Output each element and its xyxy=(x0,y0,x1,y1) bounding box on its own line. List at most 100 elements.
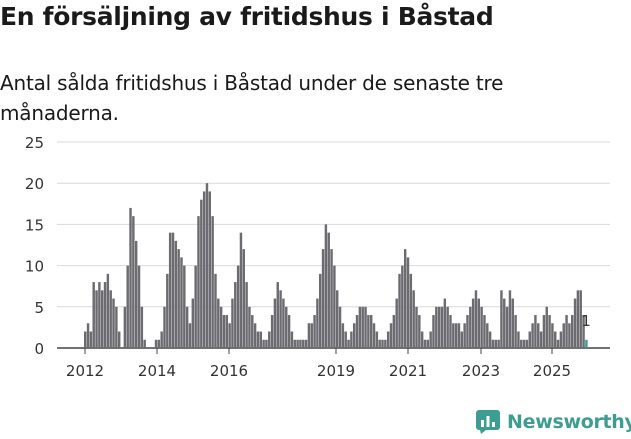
bar xyxy=(140,306,144,348)
bar xyxy=(480,306,483,348)
bar xyxy=(194,265,197,348)
bar xyxy=(435,306,438,348)
bar xyxy=(316,298,319,348)
bar xyxy=(392,315,396,348)
y-axis-ticks: 0 5 10 15 20 25 xyxy=(25,134,44,358)
bar xyxy=(369,315,373,348)
bar xyxy=(491,339,495,348)
bar xyxy=(180,257,183,348)
bar xyxy=(219,306,223,348)
bar xyxy=(336,290,339,348)
bar xyxy=(486,323,489,348)
bar xyxy=(324,224,328,348)
bar xyxy=(350,331,353,348)
bar xyxy=(378,339,381,348)
bar xyxy=(205,183,209,348)
bar xyxy=(293,339,296,348)
bar xyxy=(573,298,577,348)
bar xyxy=(177,249,180,348)
x-tick-label: 2019 xyxy=(317,362,355,380)
bar xyxy=(112,298,115,348)
bar xyxy=(352,323,356,348)
bar xyxy=(327,232,330,348)
bar xyxy=(185,306,189,348)
bar xyxy=(319,273,322,348)
bar xyxy=(188,323,192,348)
bar xyxy=(412,290,415,348)
bar xyxy=(126,265,129,348)
bar xyxy=(154,339,158,348)
bar xyxy=(403,249,407,348)
bar xyxy=(202,191,206,348)
bar xyxy=(299,339,302,348)
bar xyxy=(375,331,379,348)
bar xyxy=(452,323,455,348)
bar xyxy=(446,306,449,348)
bar xyxy=(347,339,350,348)
bar xyxy=(191,298,195,348)
bar xyxy=(137,265,141,348)
bar xyxy=(497,339,500,348)
bar xyxy=(537,323,540,348)
chart-subtitle: Antal sålda fritidshus i Båstad under de… xyxy=(0,71,504,125)
bar xyxy=(109,290,112,348)
bar xyxy=(508,290,512,348)
bar xyxy=(273,298,277,348)
bar xyxy=(398,273,401,348)
bar xyxy=(217,298,220,348)
bar xyxy=(157,339,161,348)
bar xyxy=(100,290,104,348)
bar xyxy=(245,282,248,348)
bar xyxy=(171,232,175,348)
bar xyxy=(86,323,90,348)
bar xyxy=(528,331,531,348)
bar xyxy=(310,323,313,348)
bar xyxy=(488,331,492,348)
bar xyxy=(401,265,404,348)
bar xyxy=(89,331,93,348)
bar xyxy=(330,249,333,348)
bar xyxy=(208,191,212,348)
bar xyxy=(562,323,565,348)
x-tick-label: 2023 xyxy=(462,362,500,380)
x-tick-label: 2025 xyxy=(533,362,571,380)
bar xyxy=(406,257,410,348)
bar xyxy=(248,306,251,348)
last-value-label: 1 xyxy=(581,312,591,330)
bar xyxy=(242,249,245,348)
y-tick-label: 10 xyxy=(25,258,44,276)
bar xyxy=(449,315,452,348)
bar xyxy=(517,331,520,348)
bar xyxy=(236,265,240,348)
bar xyxy=(200,199,203,348)
x-tick-label: 2014 xyxy=(138,362,176,380)
bar-latest xyxy=(585,339,588,348)
bar xyxy=(259,331,262,348)
bar xyxy=(474,290,478,348)
bar xyxy=(262,339,265,348)
bar xyxy=(505,306,509,348)
chart-title: En försäljning av fritidshus i Båstad xyxy=(0,2,494,31)
bar xyxy=(418,315,421,348)
bar xyxy=(239,232,243,348)
bar xyxy=(115,306,118,348)
bar xyxy=(287,315,291,348)
bar xyxy=(559,331,563,348)
x-tick-label: 2021 xyxy=(389,362,427,380)
bar xyxy=(522,339,526,348)
bar xyxy=(440,306,444,348)
bar xyxy=(84,331,87,348)
bar xyxy=(338,306,342,348)
bar xyxy=(545,306,548,348)
bar xyxy=(225,315,229,348)
bar xyxy=(285,306,288,348)
bar xyxy=(542,315,546,348)
bar xyxy=(134,240,138,348)
bar xyxy=(395,298,398,348)
bar xyxy=(302,339,305,348)
bar xyxy=(409,273,413,348)
x-tick-label: 2012 xyxy=(66,362,104,380)
bar xyxy=(511,298,514,348)
bar xyxy=(143,339,146,348)
